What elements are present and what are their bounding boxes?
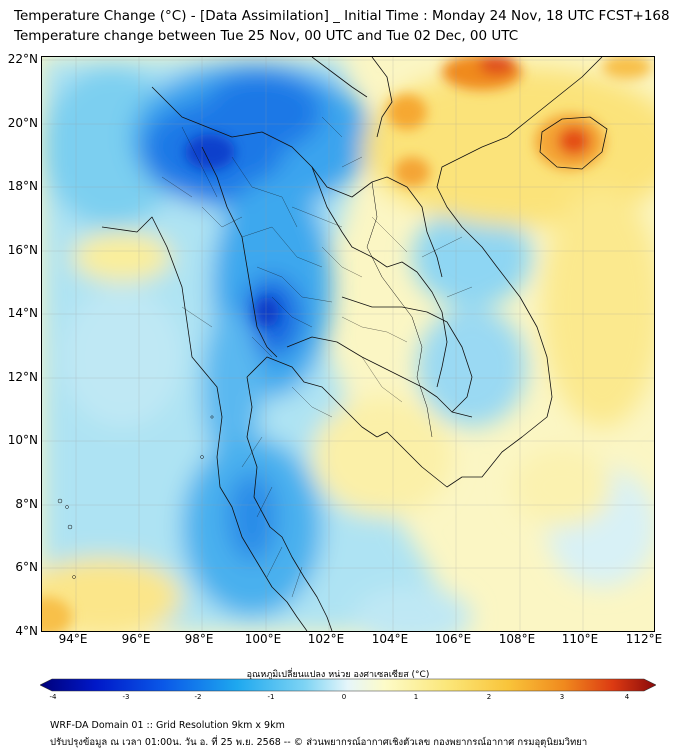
map-subtitle: Temperature change between Tue 25 Nov, 0… xyxy=(14,28,519,44)
lon-label-104: 104°E xyxy=(371,632,409,646)
temperature-change-map xyxy=(41,56,655,632)
map-title: Temperature Change (°C) - [Data Assimila… xyxy=(14,8,670,24)
colorbar-tick: -4 xyxy=(49,693,57,701)
lat-label-14: 14°N xyxy=(7,306,38,320)
colorbar-tick: 2 xyxy=(486,693,492,701)
colorbar-label: อุณหภูมิเปลี่ยนแปลง หน่วย องศาเซลเซียส (… xyxy=(246,670,430,680)
colorbar-tick: -1 xyxy=(267,693,275,701)
colorbar-tick: -2 xyxy=(194,693,202,701)
lon-label-112: 112°E xyxy=(625,632,663,646)
lon-label-108: 108°E xyxy=(498,632,536,646)
lon-label-106: 106°E xyxy=(434,632,472,646)
lon-label-102: 102°E xyxy=(307,632,345,646)
lat-label-18: 18°N xyxy=(7,179,38,193)
lat-label-10: 10°N xyxy=(7,433,38,447)
lat-label-22: 22°N xyxy=(7,52,38,66)
lat-label-4: 4°N xyxy=(15,624,38,638)
lat-label-20: 20°N xyxy=(7,116,38,130)
lat-label-6: 6°N xyxy=(15,560,38,574)
colorbar-tick: 1 xyxy=(413,693,419,701)
lon-label-96: 96°E xyxy=(121,632,151,646)
lon-label-98: 98°E xyxy=(184,632,214,646)
colorbar-tick: 3 xyxy=(559,693,565,701)
lat-label-12: 12°N xyxy=(7,370,38,384)
lat-label-8: 8°N xyxy=(15,497,38,511)
colorbar-tick: 4 xyxy=(624,693,630,701)
lon-label-94: 94°E xyxy=(58,632,88,646)
lon-label-110: 110°E xyxy=(561,632,599,646)
footer-credit: ปรับปรุงข้อมูล ณ เวลา 01:00น. วัน อ. ที่… xyxy=(50,737,588,748)
colorbar xyxy=(40,678,656,692)
colorbar-tick: 0 xyxy=(341,693,347,701)
colorbar-tick: -3 xyxy=(122,693,130,701)
lat-label-16: 16°N xyxy=(7,243,38,257)
lon-label-100: 100°E xyxy=(244,632,282,646)
footer-model-info: WRF-DA Domain 01 :: Grid Resolution 9km … xyxy=(50,720,285,731)
